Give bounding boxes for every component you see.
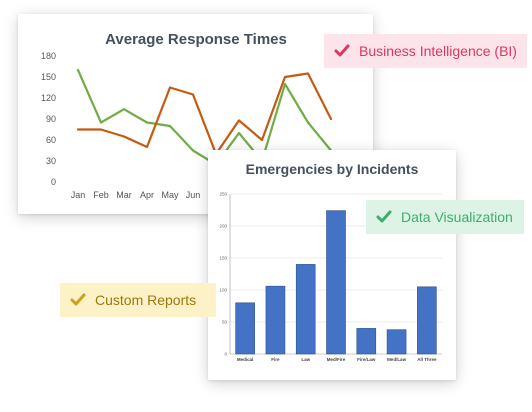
bar bbox=[265, 285, 286, 355]
data-point bbox=[100, 128, 102, 131]
data-point bbox=[146, 146, 148, 148]
y-tick-label: 250 bbox=[219, 192, 227, 197]
y-tick-label: 180 bbox=[41, 51, 56, 61]
x-tick-label: Feb bbox=[93, 190, 109, 200]
y-tick-label: 120 bbox=[41, 93, 56, 103]
data-point bbox=[284, 76, 286, 78]
data-point bbox=[261, 139, 263, 141]
y-tick-label: 200 bbox=[219, 224, 227, 229]
bar-chart: Emergencies by Incidents 0 50 100 150 200 250… bbox=[219, 161, 442, 362]
data-point bbox=[238, 132, 240, 134]
data-point bbox=[284, 83, 286, 85]
x-tick-label: Fire/Law bbox=[357, 357, 376, 362]
x-tick-label: Fire bbox=[271, 357, 280, 362]
business-intelligence-badge: Business Intelligence (BI) bbox=[324, 34, 527, 68]
y-tick-label: 60 bbox=[46, 135, 56, 145]
data-point bbox=[123, 135, 125, 138]
bar bbox=[326, 210, 346, 355]
custom-reports-badge: Custom Reports bbox=[60, 283, 216, 317]
data-visualization-badge: Data Visualization bbox=[366, 200, 524, 234]
x-tick-label: Jun bbox=[186, 190, 201, 200]
x-tick-label: Med/Law bbox=[387, 357, 407, 362]
bar bbox=[235, 302, 255, 355]
response-times-card: Average Response Times 0 30 60 90 120 150 180 J… bbox=[18, 14, 373, 214]
x-tick-label: Medical bbox=[237, 357, 254, 362]
line-chart: Average Response Times 0 30 60 90 120 150 180 J… bbox=[41, 31, 333, 200]
data-point bbox=[77, 69, 79, 71]
series-line-2 bbox=[76, 72, 333, 156]
check-icon bbox=[376, 210, 392, 224]
bar bbox=[386, 329, 407, 355]
bar bbox=[295, 264, 316, 355]
data-point bbox=[77, 128, 79, 131]
badge-label: Data Visualization bbox=[401, 209, 513, 225]
x-tick-label: Apr bbox=[140, 190, 154, 200]
bar-chart-title: Emergencies by Incidents bbox=[246, 161, 419, 177]
incidents-card: Emergencies by Incidents 0 50 100 150 200 250… bbox=[208, 150, 456, 380]
data-point bbox=[192, 149, 194, 152]
x-tick-label: May bbox=[161, 190, 179, 200]
y-tick-label: 50 bbox=[222, 320, 228, 325]
x-tick-label: Mar bbox=[116, 190, 132, 200]
data-point bbox=[307, 121, 309, 124]
series-line-1 bbox=[76, 68, 333, 166]
data-point bbox=[123, 108, 125, 111]
check-icon bbox=[70, 293, 86, 307]
y-tick-label: 150 bbox=[219, 256, 227, 261]
x-tick-label: All Three bbox=[417, 357, 437, 362]
x-tick-label: Jan bbox=[71, 190, 86, 200]
y-tick-label: 0 bbox=[51, 177, 56, 187]
data-point bbox=[169, 86, 171, 89]
y-tick-label: 30 bbox=[46, 156, 56, 166]
line-chart-title: Average Response Times bbox=[105, 31, 287, 48]
data-point bbox=[169, 125, 171, 127]
badge-label: Business Intelligence (BI) bbox=[359, 43, 517, 59]
y-tick-label: 90 bbox=[46, 114, 56, 124]
bar bbox=[417, 286, 437, 355]
data-point bbox=[146, 121, 148, 124]
data-point bbox=[192, 93, 194, 96]
x-tick-label: Law bbox=[301, 357, 310, 362]
data-point bbox=[100, 121, 102, 124]
y-tick-label: 150 bbox=[41, 72, 56, 82]
data-point bbox=[238, 119, 240, 122]
y-tick-label: 100 bbox=[219, 288, 227, 293]
data-point bbox=[330, 118, 332, 120]
badge-label: Custom Reports bbox=[95, 292, 197, 308]
data-point bbox=[307, 72, 309, 75]
check-icon bbox=[334, 44, 350, 58]
bar bbox=[356, 328, 377, 355]
x-tick-label: Med/Fire bbox=[327, 357, 346, 362]
y-tick-label: 0 bbox=[224, 352, 227, 357]
